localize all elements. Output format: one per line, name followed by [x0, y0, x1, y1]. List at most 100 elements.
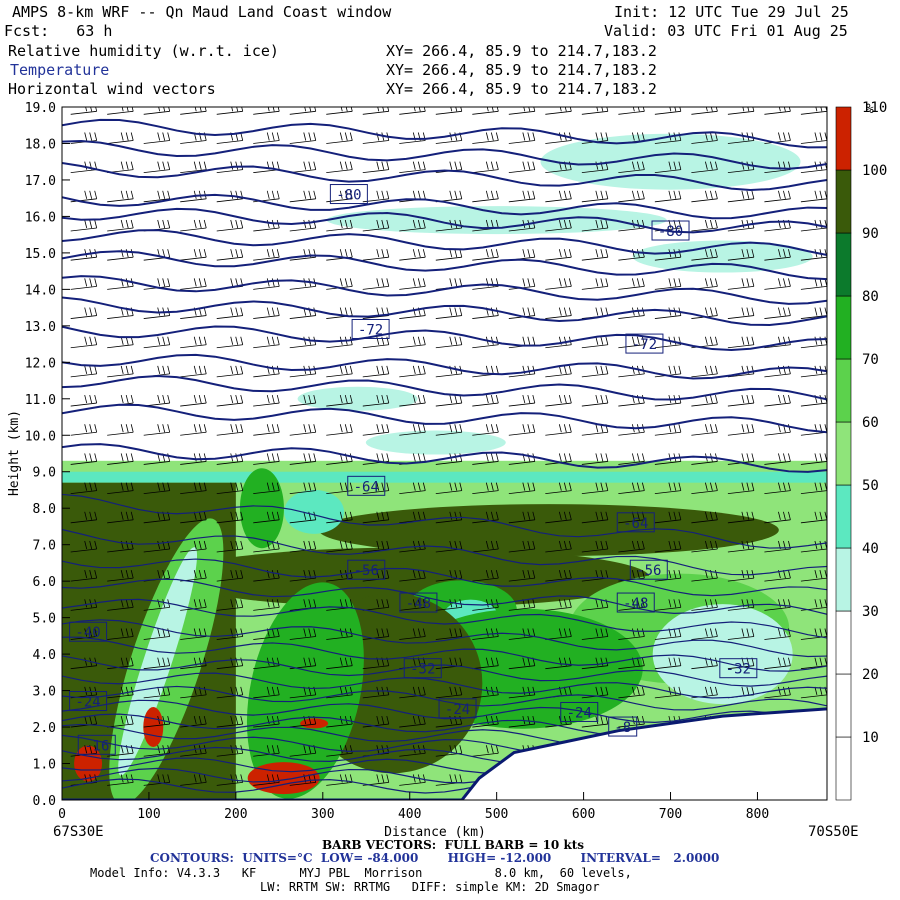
wind-barb-flag	[240, 424, 244, 433]
wind-barb-flag	[788, 132, 791, 141]
wind-barb-flag	[84, 540, 88, 550]
wind-barb-flag	[741, 686, 745, 695]
wind-barb-flag	[522, 132, 526, 141]
wind-barb-flag	[459, 599, 463, 608]
wind-barb-flag	[276, 540, 280, 550]
wind-barb-shaft	[70, 373, 97, 378]
contour-label-box	[608, 716, 638, 737]
wind-barb-flag	[485, 540, 489, 550]
wind-barb-flag	[783, 511, 786, 520]
wind-barb-flag	[339, 249, 343, 258]
contour-label-box	[616, 592, 655, 613]
wind-barb-flag	[527, 190, 531, 199]
wind-barb-flag	[422, 278, 426, 287]
wind-barb-shaft	[180, 256, 207, 261]
wind-barb-flag	[94, 570, 98, 579]
colorbar-swatch	[835, 736, 852, 801]
wind-barb-shaft	[253, 402, 280, 407]
wind-barb-shaft	[800, 256, 827, 261]
wind-barb-shaft	[253, 665, 280, 670]
wind-barb-flag	[422, 453, 426, 462]
wind-barb-flag	[746, 278, 750, 287]
wind-barb-flag	[339, 482, 343, 491]
plot-frame	[61, 106, 828, 801]
wind-barb-flag	[271, 511, 275, 520]
wind-barb-flag	[568, 715, 572, 725]
wind-barb-flag	[522, 307, 526, 316]
wind-barb-flag	[449, 511, 453, 520]
wind-barb-flag	[788, 424, 791, 433]
isotherm-line	[62, 619, 827, 658]
wind-barb-flag	[120, 745, 124, 754]
wind-barb-shaft	[70, 198, 97, 203]
wind-barb-flag	[167, 336, 171, 345]
wind-barb-flag	[636, 336, 640, 345]
wind-barb-flag	[422, 599, 426, 608]
wind-barb-shaft	[800, 577, 827, 582]
wind-barb-shaft	[107, 285, 134, 290]
wind-barb-shaft	[107, 490, 134, 495]
wind-barb-flag	[125, 161, 129, 170]
wind-barb-flag	[230, 745, 234, 754]
contour-legend: CONTOURS: UNITS=°C LOW= -84.000 HIGH= -1…	[150, 851, 720, 865]
wind-barb-shaft	[180, 752, 207, 757]
wind-barb-flag	[595, 394, 599, 404]
wind-barb-shaft	[399, 636, 426, 640]
wind-barb-shaft	[216, 723, 243, 728]
wind-barb-flag	[600, 511, 604, 520]
field-name-temperature: Temperature	[10, 61, 110, 79]
wind-barb-shaft	[107, 752, 134, 757]
wind-barb-flag	[563, 365, 567, 375]
wind-barb-shaft	[216, 198, 243, 203]
wind-barb-flag	[751, 686, 755, 695]
wind-barb-flag	[527, 686, 531, 695]
field-name-rh: Relative humidity (w.r.t. ice)	[8, 42, 279, 60]
wind-barb-flag	[203, 453, 207, 462]
wind-barb-shaft	[362, 519, 389, 524]
wind-barb-shaft	[399, 490, 426, 495]
wind-barb-flag	[459, 657, 463, 666]
wind-barb-shaft	[362, 373, 389, 378]
wind-barb-flag	[203, 219, 207, 229]
wind-barb-flag	[276, 365, 280, 375]
wind-barb-flag	[709, 249, 713, 258]
valid-time: Valid: 03 UTC Fri 01 Aug 25	[604, 22, 848, 40]
wind-barb-flag	[595, 453, 599, 462]
wind-barb-flag	[558, 219, 562, 229]
wind-barb-flag	[157, 774, 161, 783]
wind-barb-shaft	[289, 140, 316, 144]
contour-label-box	[329, 184, 368, 205]
wind-barb-shaft	[143, 548, 170, 553]
wind-barb-shaft	[472, 110, 499, 115]
wind-barb-flag	[641, 336, 645, 345]
wind-barb-flag	[276, 599, 280, 608]
wind-barb-flag	[381, 570, 385, 579]
wind-barb-flag	[339, 424, 343, 433]
wind-barb-flag	[193, 540, 197, 550]
wind-barb-flag	[563, 715, 567, 725]
wind-barb-shaft	[326, 723, 353, 728]
wind-barb-flag	[522, 686, 526, 695]
field-xy-rh: XY= 266.4, 85.9 to 214.7,183.2	[386, 42, 657, 60]
wind-barb-flag	[814, 307, 818, 316]
wind-barb-shaft	[727, 198, 754, 203]
wind-barb-flag	[485, 249, 489, 258]
wind-barb-shaft	[764, 636, 791, 640]
wind-barb-flag	[198, 336, 202, 345]
wind-barb-flag	[485, 511, 489, 520]
wind-barb-flag	[308, 161, 312, 170]
wind-barb-shaft	[289, 782, 316, 786]
wind-barb-flag	[788, 453, 791, 462]
y-tick-label: 0.0	[33, 794, 56, 809]
wind-barb-shaft	[654, 140, 681, 144]
wind-barb-shaft	[399, 285, 426, 290]
wind-barb-shaft	[691, 519, 718, 524]
wind-barb-flag	[600, 190, 604, 199]
wind-barb-shaft	[654, 606, 681, 611]
wind-barb-flag	[563, 307, 567, 316]
wind-barb-flag	[819, 599, 823, 608]
wind-barb-shaft	[581, 110, 608, 115]
wind-barb-shaft	[70, 402, 97, 407]
wind-barb-flag	[636, 686, 640, 695]
